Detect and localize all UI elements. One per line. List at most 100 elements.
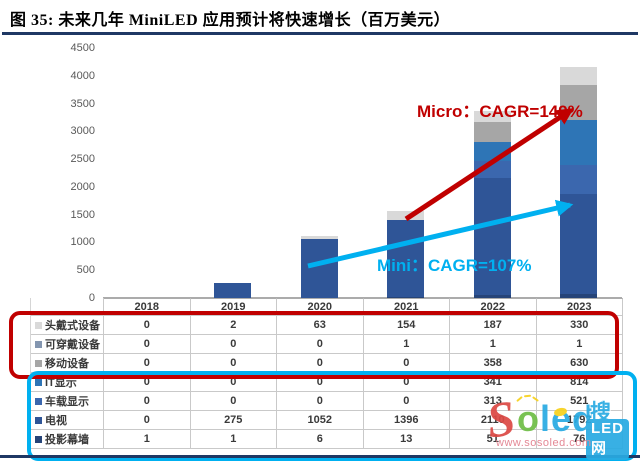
series-marker-icon <box>35 340 42 348</box>
x-axis-line <box>103 297 622 298</box>
series-marker-icon <box>35 359 42 367</box>
value-cell-头戴式设备-2019: 2 <box>190 316 277 335</box>
annotation-micro-cagr: Micro：CAGR=149% <box>417 102 583 121</box>
value-cell-可穿戴设备-2018: 0 <box>104 335 191 354</box>
y-axis-tick-3000: 3000 <box>70 125 95 138</box>
value-cell-头戴式设备-2020: 63 <box>277 316 364 335</box>
value-cell-投影幕墙-2021: 13 <box>363 430 450 449</box>
value-cell-电视-2022: 2110 <box>450 411 537 430</box>
value-cell-头戴式设备-2021: 154 <box>363 316 450 335</box>
watermark-url: www.sosoled.com <box>496 437 592 449</box>
value-cell-头戴式设备-2022: 187 <box>450 316 537 335</box>
value-cell-IT显示-2021: 0 <box>363 373 450 392</box>
bar-segment-2022-IT显示 <box>473 141 511 161</box>
bar-segment-2021-头戴式设备 <box>387 211 425 220</box>
bar-segment-2022-车载显示 <box>473 160 511 178</box>
series-marker-icon <box>35 321 42 329</box>
value-cell-可穿戴设备-2023: 1 <box>536 335 623 354</box>
y-axis-tick-500: 500 <box>76 264 95 277</box>
bar-segment-2023-IT显示 <box>560 120 598 166</box>
series-label-cell-电视: 电视 <box>31 411 104 430</box>
mini-rows-highlight-box <box>27 371 637 461</box>
value-cell-投影幕墙-2020: 6 <box>277 430 364 449</box>
data-table: 2018 2019 2020 2021 2022 2023 头戴式设备 0 2 63 154 187 3… <box>30 298 623 449</box>
value-cell-投影幕墙-2018: 1 <box>104 430 191 449</box>
series-marker-icon <box>35 416 42 424</box>
micro-rows-highlight-box <box>9 311 619 379</box>
value-cell-车载显示-2022: 313 <box>450 392 537 411</box>
value-cell-电视-2020: 1052 <box>277 411 364 430</box>
bar-segment-2020-头戴式设备 <box>300 235 338 240</box>
value-cell-电视-2018: 0 <box>104 411 191 430</box>
watermark-logo-o: o <box>517 398 540 439</box>
value-cell-投影幕墙-2019: 1 <box>190 430 277 449</box>
y-axis-tick-4000: 4000 <box>70 69 95 82</box>
bar-segment-2020-电视 <box>300 239 338 298</box>
series-marker-icon <box>35 435 42 443</box>
series-label-text: 可穿戴设备 <box>45 339 100 351</box>
year-header-cell-2022: 2022 <box>450 298 537 316</box>
value-cell-IT显示-2019: 0 <box>190 373 277 392</box>
series-marker-icon <box>35 397 42 405</box>
value-cell-车载显示-2021: 0 <box>363 392 450 411</box>
value-cell-IT显示-2018: 0 <box>104 373 191 392</box>
value-cell-投影幕墙-2022: 51 <box>450 430 537 449</box>
table-corner-cell <box>31 298 104 316</box>
value-cell-IT显示-2022: 341 <box>450 373 537 392</box>
bar-segment-2023-车载显示 <box>560 165 598 195</box>
y-axis-tick-4500: 4500 <box>70 42 95 54</box>
series-label-cell-投影幕墙: 投影幕墙 <box>31 430 104 449</box>
bar-segment-2023-头戴式设备 <box>560 66 598 86</box>
bar-segment-2022-电视 <box>473 177 511 296</box>
bar-segment-2022-移动设备 <box>473 121 511 142</box>
title-underline-rule <box>2 32 638 35</box>
value-cell-IT显示-2023: 814 <box>536 373 623 392</box>
bar-segment-2019-电视 <box>214 282 252 298</box>
value-cell-头戴式设备-2023: 330 <box>536 316 623 335</box>
value-cell-电视-2019: 275 <box>190 411 277 430</box>
y-axis-tick-3500: 3500 <box>70 97 95 110</box>
series-label-cell-车载显示: 车载显示 <box>31 392 104 411</box>
year-header-cell-2020: 2020 <box>277 298 364 316</box>
figure-bottom-rule <box>0 455 640 458</box>
series-marker-icon <box>35 378 42 386</box>
value-cell-可穿戴设备-2020: 0 <box>277 335 364 354</box>
value-cell-车载显示-2019: 0 <box>190 392 277 411</box>
value-cell-可穿戴设备-2022: 1 <box>450 335 537 354</box>
figure-title: 图 35: 未来几年 MiniLED 应用预计将快速增长（百万美元） <box>10 12 451 29</box>
series-label-text: IT显示 <box>45 377 77 389</box>
y-axis-tick-2000: 2000 <box>70 180 95 193</box>
y-axis-tick-1000: 1000 <box>70 236 95 249</box>
y-axis-tick-1500: 1500 <box>70 208 95 221</box>
y-axis-tick-2500: 2500 <box>70 153 95 166</box>
bar-segment-2023-投影幕墙 <box>560 293 598 298</box>
series-label-text: 移动设备 <box>45 358 89 370</box>
series-label-text: 车载显示 <box>45 396 89 408</box>
series-label-cell-头戴式设备: 头戴式设备 <box>31 316 104 335</box>
value-cell-IT显示-2020: 0 <box>277 373 364 392</box>
value-cell-可穿戴设备-2019: 0 <box>190 335 277 354</box>
y-axis-tick-0: 0 <box>88 292 95 304</box>
series-label-text: 投影幕墙 <box>45 434 89 446</box>
value-cell-头戴式设备-2018: 0 <box>104 316 191 335</box>
watermark-logo-oled: oled <box>517 401 595 437</box>
series-label-cell-可穿戴设备: 可穿戴设备 <box>31 335 104 354</box>
year-header-cell-2021: 2021 <box>363 298 450 316</box>
year-header-cell-2019: 2019 <box>190 298 277 316</box>
series-label-cell-IT显示: IT显示 <box>31 373 104 392</box>
watermark-logo-led: led <box>540 398 596 439</box>
value-cell-车载显示-2023: 521 <box>536 392 623 411</box>
value-cell-电视-2021: 1396 <box>363 411 450 430</box>
bar-segment-2022-投影幕墙 <box>473 295 511 298</box>
bar-segment-2023-电视 <box>560 194 598 294</box>
year-header-cell-2018: 2018 <box>104 298 191 316</box>
annotation-mini-cagr: Mini：CAGR=107% <box>377 256 532 275</box>
value-cell-车载显示-2018: 0 <box>104 392 191 411</box>
series-label-text: 头戴式设备 <box>45 320 100 332</box>
bar-segment-2021-投影幕墙 <box>387 297 425 298</box>
value-cell-可穿戴设备-2021: 1 <box>363 335 450 354</box>
watermark-badge-bottom-text: LED网 <box>586 419 629 460</box>
year-header-cell-2023: 2023 <box>536 298 623 316</box>
value-cell-车载显示-2020: 0 <box>277 392 364 411</box>
